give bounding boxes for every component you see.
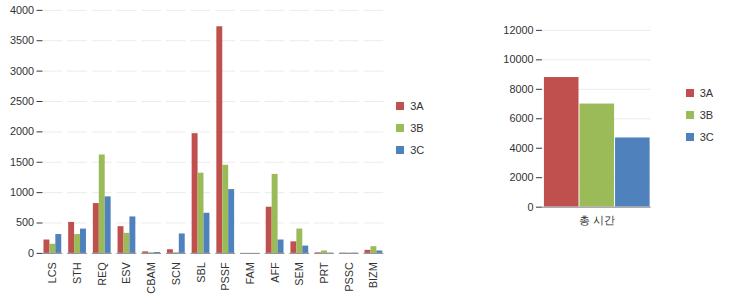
html-text:3B: 3B — [410, 122, 424, 134]
svg-text:10000: 10000 — [504, 53, 534, 65]
svg-text:6000: 6000 — [510, 112, 534, 124]
svg-text:REQ: REQ — [96, 262, 108, 286]
svg-text:12000: 12000 — [504, 24, 534, 36]
svg-text:3000: 3000 — [10, 65, 34, 77]
svg-text:SCN: SCN — [170, 262, 182, 285]
svg-text:1500: 1500 — [10, 156, 34, 168]
svg-text:총 시간: 총 시간 — [579, 214, 615, 226]
svg-text:0: 0 — [28, 247, 34, 259]
svg-text:4000: 4000 — [510, 142, 534, 154]
svg-text:LCS: LCS — [46, 262, 58, 283]
svg-text:1000: 1000 — [10, 186, 34, 198]
svg-text:ESV: ESV — [120, 262, 132, 284]
svg-text:2000: 2000 — [10, 125, 34, 137]
svg-text:500: 500 — [16, 216, 34, 228]
html-text:3C: 3C — [699, 130, 714, 143]
svg-text:FAM: FAM — [244, 262, 256, 284]
html-text:3A: 3A — [699, 86, 714, 99]
svg-text:CBAM: CBAM — [145, 262, 157, 293]
svg-text:STH: STH — [71, 262, 83, 284]
html-text:3B: 3B — [699, 108, 714, 121]
svg-text:4000: 4000 — [10, 4, 34, 16]
svg-text:PSSC: PSSC — [343, 262, 355, 292]
html-text:3C: 3C — [410, 144, 425, 156]
svg-text:AFF: AFF — [269, 262, 281, 283]
svg-text:BIZM: BIZM — [367, 262, 379, 288]
svg-text:SEM: SEM — [293, 262, 305, 286]
svg-text:2000: 2000 — [510, 171, 534, 183]
svg-text:3500: 3500 — [10, 34, 34, 46]
svg-text:2500: 2500 — [10, 95, 34, 107]
html-text:3A: 3A — [410, 100, 424, 112]
svg-text:PSSF: PSSF — [219, 262, 231, 291]
svg-text:SBL: SBL — [195, 262, 207, 283]
svg-text:0: 0 — [528, 201, 534, 213]
svg-text:8000: 8000 — [510, 83, 534, 95]
svg-text:PRT: PRT — [318, 262, 330, 284]
